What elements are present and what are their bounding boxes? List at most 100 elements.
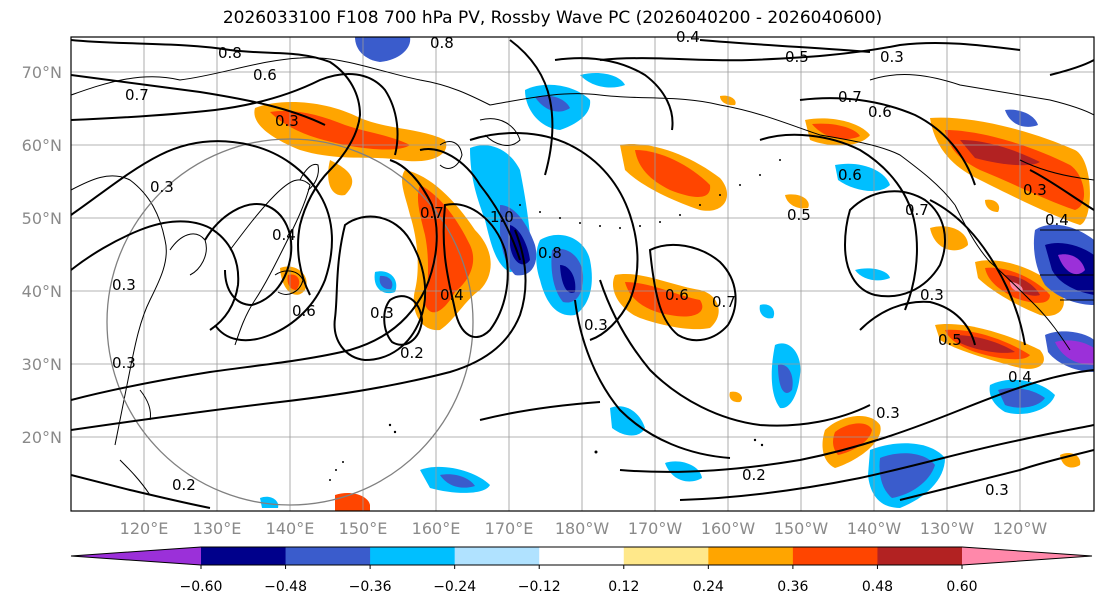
anomaly-patch: [580, 73, 625, 88]
contour-label: 0.5: [938, 331, 962, 349]
anomaly-patch: [729, 391, 742, 403]
anomaly-patch: [379, 275, 393, 290]
lon-label: 170°W: [628, 519, 683, 538]
contour-label: 0.2: [172, 476, 196, 494]
contour-label: 0.6: [838, 166, 862, 184]
colorbar-extend-low: [71, 547, 201, 565]
contour-label: 0.3: [370, 304, 394, 322]
anomaly-patch: [560, 265, 576, 293]
anomaly-patch: [1055, 340, 1094, 365]
anomaly-patch: [635, 150, 711, 197]
colorbar-segment: [201, 547, 287, 565]
lat-label: 50°N: [22, 209, 62, 228]
anomaly-patch: [1005, 109, 1038, 127]
contour-label: 0.7: [838, 88, 862, 106]
anomaly-patch: [855, 268, 890, 281]
pv-shading: [254, 37, 1094, 511]
anomaly-patch: [440, 474, 475, 488]
colorbar-segment: [285, 547, 371, 565]
contour-label: 0.8: [538, 244, 562, 262]
colorbar-segment: [877, 547, 963, 565]
contour-label: 0.5: [785, 48, 809, 66]
map-frame: [70, 36, 1095, 512]
pv-contours: [71, 39, 1094, 509]
colorbar-segment: [539, 547, 625, 565]
anomaly-patch: [335, 493, 370, 511]
colorbar-tick-label: 0.48: [862, 579, 893, 595]
lon-label: 160°E: [412, 519, 461, 538]
contour-label: 0.4: [440, 286, 464, 304]
lon-label: 160°W: [701, 519, 756, 538]
lon-label: 170°E: [485, 519, 534, 538]
anomaly-patch: [535, 95, 570, 112]
lon-label: 180°W: [555, 519, 610, 538]
colorbar-tick-label: −0.12: [518, 579, 561, 595]
latitude-labels: 70°N 60°N 50°N 40°N 30°N 20°N: [22, 63, 62, 447]
lat-label: 40°N: [22, 282, 62, 301]
anomaly-patch: [835, 163, 890, 192]
colorbar-tick-label: 0.60: [946, 579, 977, 595]
anomaly-patch: [355, 37, 411, 62]
colorbar-segment: [454, 547, 540, 565]
colorbar-labels: −0.60 −0.48 −0.36 −0.24 −0.12 0.12 0.24 …: [180, 579, 978, 595]
reference-circle: [106, 138, 474, 506]
colorbar-tick-label: −0.36: [349, 579, 392, 595]
colorbar-tick-label: −0.24: [433, 579, 476, 595]
lon-label: 140°W: [847, 519, 902, 538]
contour-label: 0.6: [253, 66, 277, 84]
contour-label: 0.2: [742, 466, 766, 484]
lon-label: 120°W: [993, 519, 1048, 538]
contour-labels: 0.8 0.8 0.4 0.5 0.3 0.6 0.7 0.3 0.7 0.6 …: [112, 28, 1069, 499]
contour-label: 0.3: [584, 316, 608, 334]
anomaly-patch: [759, 304, 775, 319]
anomaly-patch: [328, 160, 353, 196]
lat-label: 70°N: [22, 63, 62, 82]
contour-label: 0.3: [920, 286, 944, 304]
lon-label: 130°W: [920, 519, 975, 538]
contour-label: 0.3: [876, 404, 900, 422]
colorbar-tick-label: −0.48: [264, 579, 307, 595]
anomaly-patch: [812, 123, 860, 140]
contour-label: 0.4: [1045, 211, 1069, 229]
anomaly-patch: [1058, 254, 1085, 275]
contour-label: 0.3: [112, 354, 136, 372]
contour-label: 0.8: [430, 34, 454, 52]
colorbar-tick-label: 0.12: [608, 579, 639, 595]
contour-label: 0.3: [112, 276, 136, 294]
contour-label: 0.5: [787, 206, 811, 224]
contour-label: 0.6: [292, 302, 316, 320]
lon-label: 120°E: [120, 519, 169, 538]
colorbar-tick-label: 0.24: [693, 579, 724, 595]
contour-label: 0.3: [985, 481, 1009, 499]
contour-label: 0.7: [905, 201, 929, 219]
anomaly-patch: [778, 364, 793, 393]
anomaly-patch: [417, 185, 474, 313]
lat-label: 60°N: [22, 136, 62, 155]
lon-label: 150°W: [774, 519, 829, 538]
anomaly-patch: [260, 496, 279, 508]
contour-label: 1.0: [490, 208, 514, 226]
lon-label: 140°E: [266, 519, 315, 538]
contour-label: 0.7: [712, 293, 736, 311]
anomaly-patch: [270, 110, 410, 150]
contour-label: 0.4: [272, 226, 296, 244]
colorbar-segment: [370, 547, 456, 565]
contour-label: 0.7: [420, 204, 444, 222]
anomaly-patch: [998, 387, 1045, 408]
anomaly-patch: [985, 199, 1000, 212]
graticule: [71, 37, 1094, 511]
island-dots: [329, 159, 781, 481]
colorbar-segment: [623, 547, 709, 565]
anomaly-patch: [955, 335, 1015, 353]
anomaly-patch: [833, 423, 872, 455]
contour-label: 0.6: [868, 103, 892, 121]
contour-label: 0.7: [125, 86, 149, 104]
contour-label: 0.2: [400, 344, 424, 362]
lat-label: 20°N: [22, 428, 62, 447]
contour-label: 0.3: [1023, 181, 1047, 199]
anomaly-patch: [287, 274, 300, 290]
colorbar: [70, 546, 1093, 569]
longitude-labels: 120°E 130°E 140°E 150°E 160°E 170°E 180°…: [120, 519, 1048, 538]
contour-label: 0.6: [665, 286, 689, 304]
